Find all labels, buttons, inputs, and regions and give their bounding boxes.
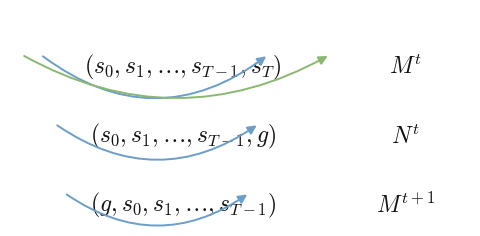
- Text: $M^{t+1}$: $M^{t+1}$: [376, 193, 436, 218]
- Text: $N^t$: $N^t$: [391, 124, 420, 148]
- Text: $(s_0, s_1, \ldots, s_{T-1}, s_T)$: $(s_0, s_1, \ldots, s_{T-1}, s_T)$: [84, 53, 282, 82]
- Text: $(g, s_0, s_1, \ldots, s_{T-1})$: $(g, s_0, s_1, \ldots, s_{T-1})$: [90, 191, 276, 220]
- Text: $M^t$: $M^t$: [389, 55, 423, 80]
- Text: $(s_0, s_1, \ldots, s_{T-1}, g)$: $(s_0, s_1, \ldots, s_{T-1}, g)$: [90, 122, 276, 151]
